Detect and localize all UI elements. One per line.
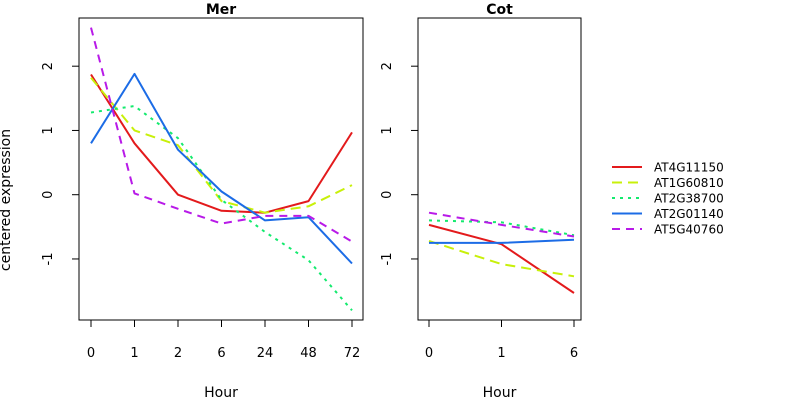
x-tick-label-mer: 6 xyxy=(217,346,225,361)
panel-title-cot: Cot xyxy=(486,2,513,18)
legend-label-at2g01140: AT2G01140 xyxy=(654,207,724,221)
x-tick-label-cot: 1 xyxy=(497,346,505,361)
y-tick-label-cot: -1 xyxy=(380,252,395,265)
y-tick-label-mer: 1 xyxy=(41,126,56,134)
x-tick-label-cot: 6 xyxy=(570,346,578,361)
x-tick-label-mer: 24 xyxy=(257,346,274,361)
x-axis-title-cot: Hour xyxy=(483,385,517,400)
x-axis-title-mer: Hour xyxy=(204,385,238,400)
series-line-at4g11150-mer xyxy=(90,73,353,214)
y-tick-label-mer: 0 xyxy=(41,191,56,199)
legend-label-at5g40760: AT5G40760 xyxy=(654,223,724,237)
y-tick-label-cot: 0 xyxy=(380,191,395,199)
legend-label-at4g11150: AT4G11150 xyxy=(654,161,724,175)
series-line-at2g38700-cot xyxy=(428,219,575,237)
x-tick-label-mer: 0 xyxy=(87,346,95,361)
y-axis-title: centered expression xyxy=(0,129,14,271)
x-tick-label-mer: 72 xyxy=(344,346,361,361)
y-tick-label-cot: 1 xyxy=(380,126,395,134)
series-line-at5g40760-cot xyxy=(428,211,575,238)
x-tick-label-mer: 1 xyxy=(130,346,138,361)
y-tick-label-cot: 2 xyxy=(380,62,395,70)
legend-label-at2g38700: AT2G38700 xyxy=(654,192,724,206)
legend-label-at1g60810: AT1G60810 xyxy=(654,176,724,190)
series-line-at2g01140-mer xyxy=(90,72,353,265)
x-tick-label-mer: 2 xyxy=(174,346,182,361)
y-tick-label-mer: -1 xyxy=(41,252,56,265)
x-tick-label-mer: 48 xyxy=(300,346,317,361)
series-line-at4g11150-cot xyxy=(428,223,575,294)
x-tick-label-cot: 0 xyxy=(425,346,433,361)
series-line-at2g01140-cot xyxy=(429,238,575,244)
series-line-at1g60810-cot xyxy=(428,240,575,278)
panel-title-mer: Mer xyxy=(206,2,236,18)
series-line-at1g60810-mer xyxy=(90,77,353,214)
y-tick-label-mer: 2 xyxy=(41,62,56,70)
series-line-at5g40760-mer xyxy=(90,27,353,243)
plot-frame-cot xyxy=(417,17,582,321)
